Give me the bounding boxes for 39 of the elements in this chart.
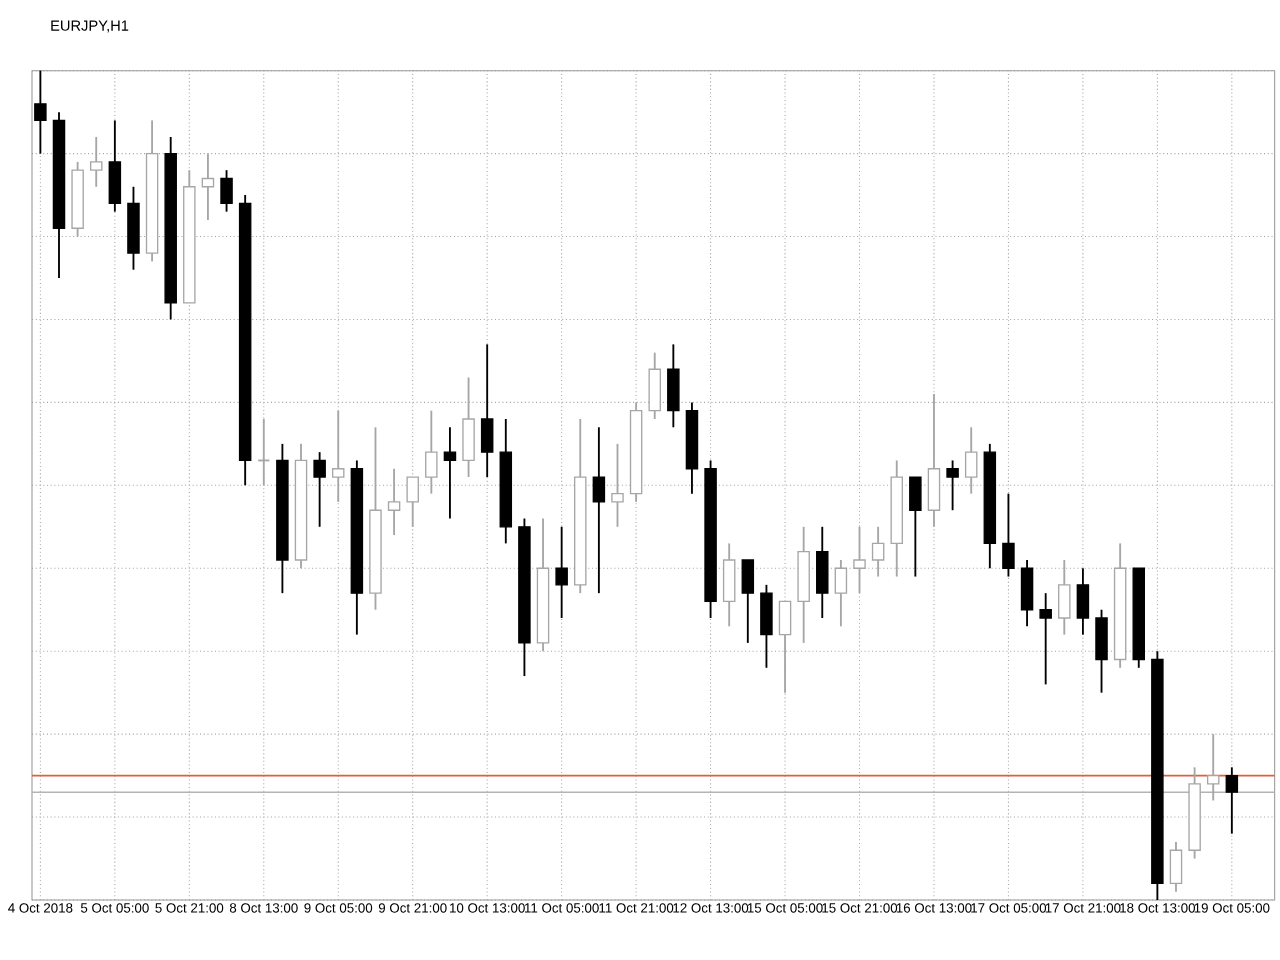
candlestick <box>406 476 419 528</box>
candlestick <box>555 525 568 619</box>
candlestick <box>648 351 661 420</box>
candlestick <box>927 393 941 528</box>
candlestick <box>741 559 755 644</box>
candlestick <box>1039 592 1052 686</box>
candlestick <box>816 525 829 619</box>
candlestick <box>834 559 848 628</box>
candlestick <box>778 600 792 694</box>
candlestick <box>108 119 122 213</box>
candlestick <box>964 426 978 495</box>
candlestick <box>480 343 494 478</box>
candlestick <box>1225 766 1239 835</box>
candlestick <box>1206 733 1220 802</box>
candlestick <box>387 467 401 537</box>
candlestick <box>592 426 606 595</box>
candlestick <box>462 376 475 478</box>
candlestick <box>443 426 457 520</box>
candlestick <box>220 169 233 213</box>
candlestick <box>1076 567 1090 636</box>
candlestick <box>871 525 885 578</box>
candlestick <box>313 451 326 528</box>
candlestick <box>722 542 736 628</box>
candlestick <box>909 476 922 578</box>
candlestick <box>34 69 47 155</box>
candlestick <box>760 583 773 669</box>
candlestick <box>201 152 215 221</box>
candlestick <box>667 343 680 429</box>
candlestick <box>89 136 103 188</box>
candlestick <box>425 409 438 495</box>
candlestick <box>946 459 959 512</box>
candlestick <box>853 525 866 595</box>
candlestick <box>1002 492 1015 578</box>
candlestick <box>611 442 624 528</box>
candlestick <box>1058 559 1071 636</box>
candlestick <box>1169 841 1183 893</box>
candlestick <box>331 409 345 503</box>
candlestick <box>1095 608 1108 694</box>
candlestick <box>1020 559 1034 628</box>
